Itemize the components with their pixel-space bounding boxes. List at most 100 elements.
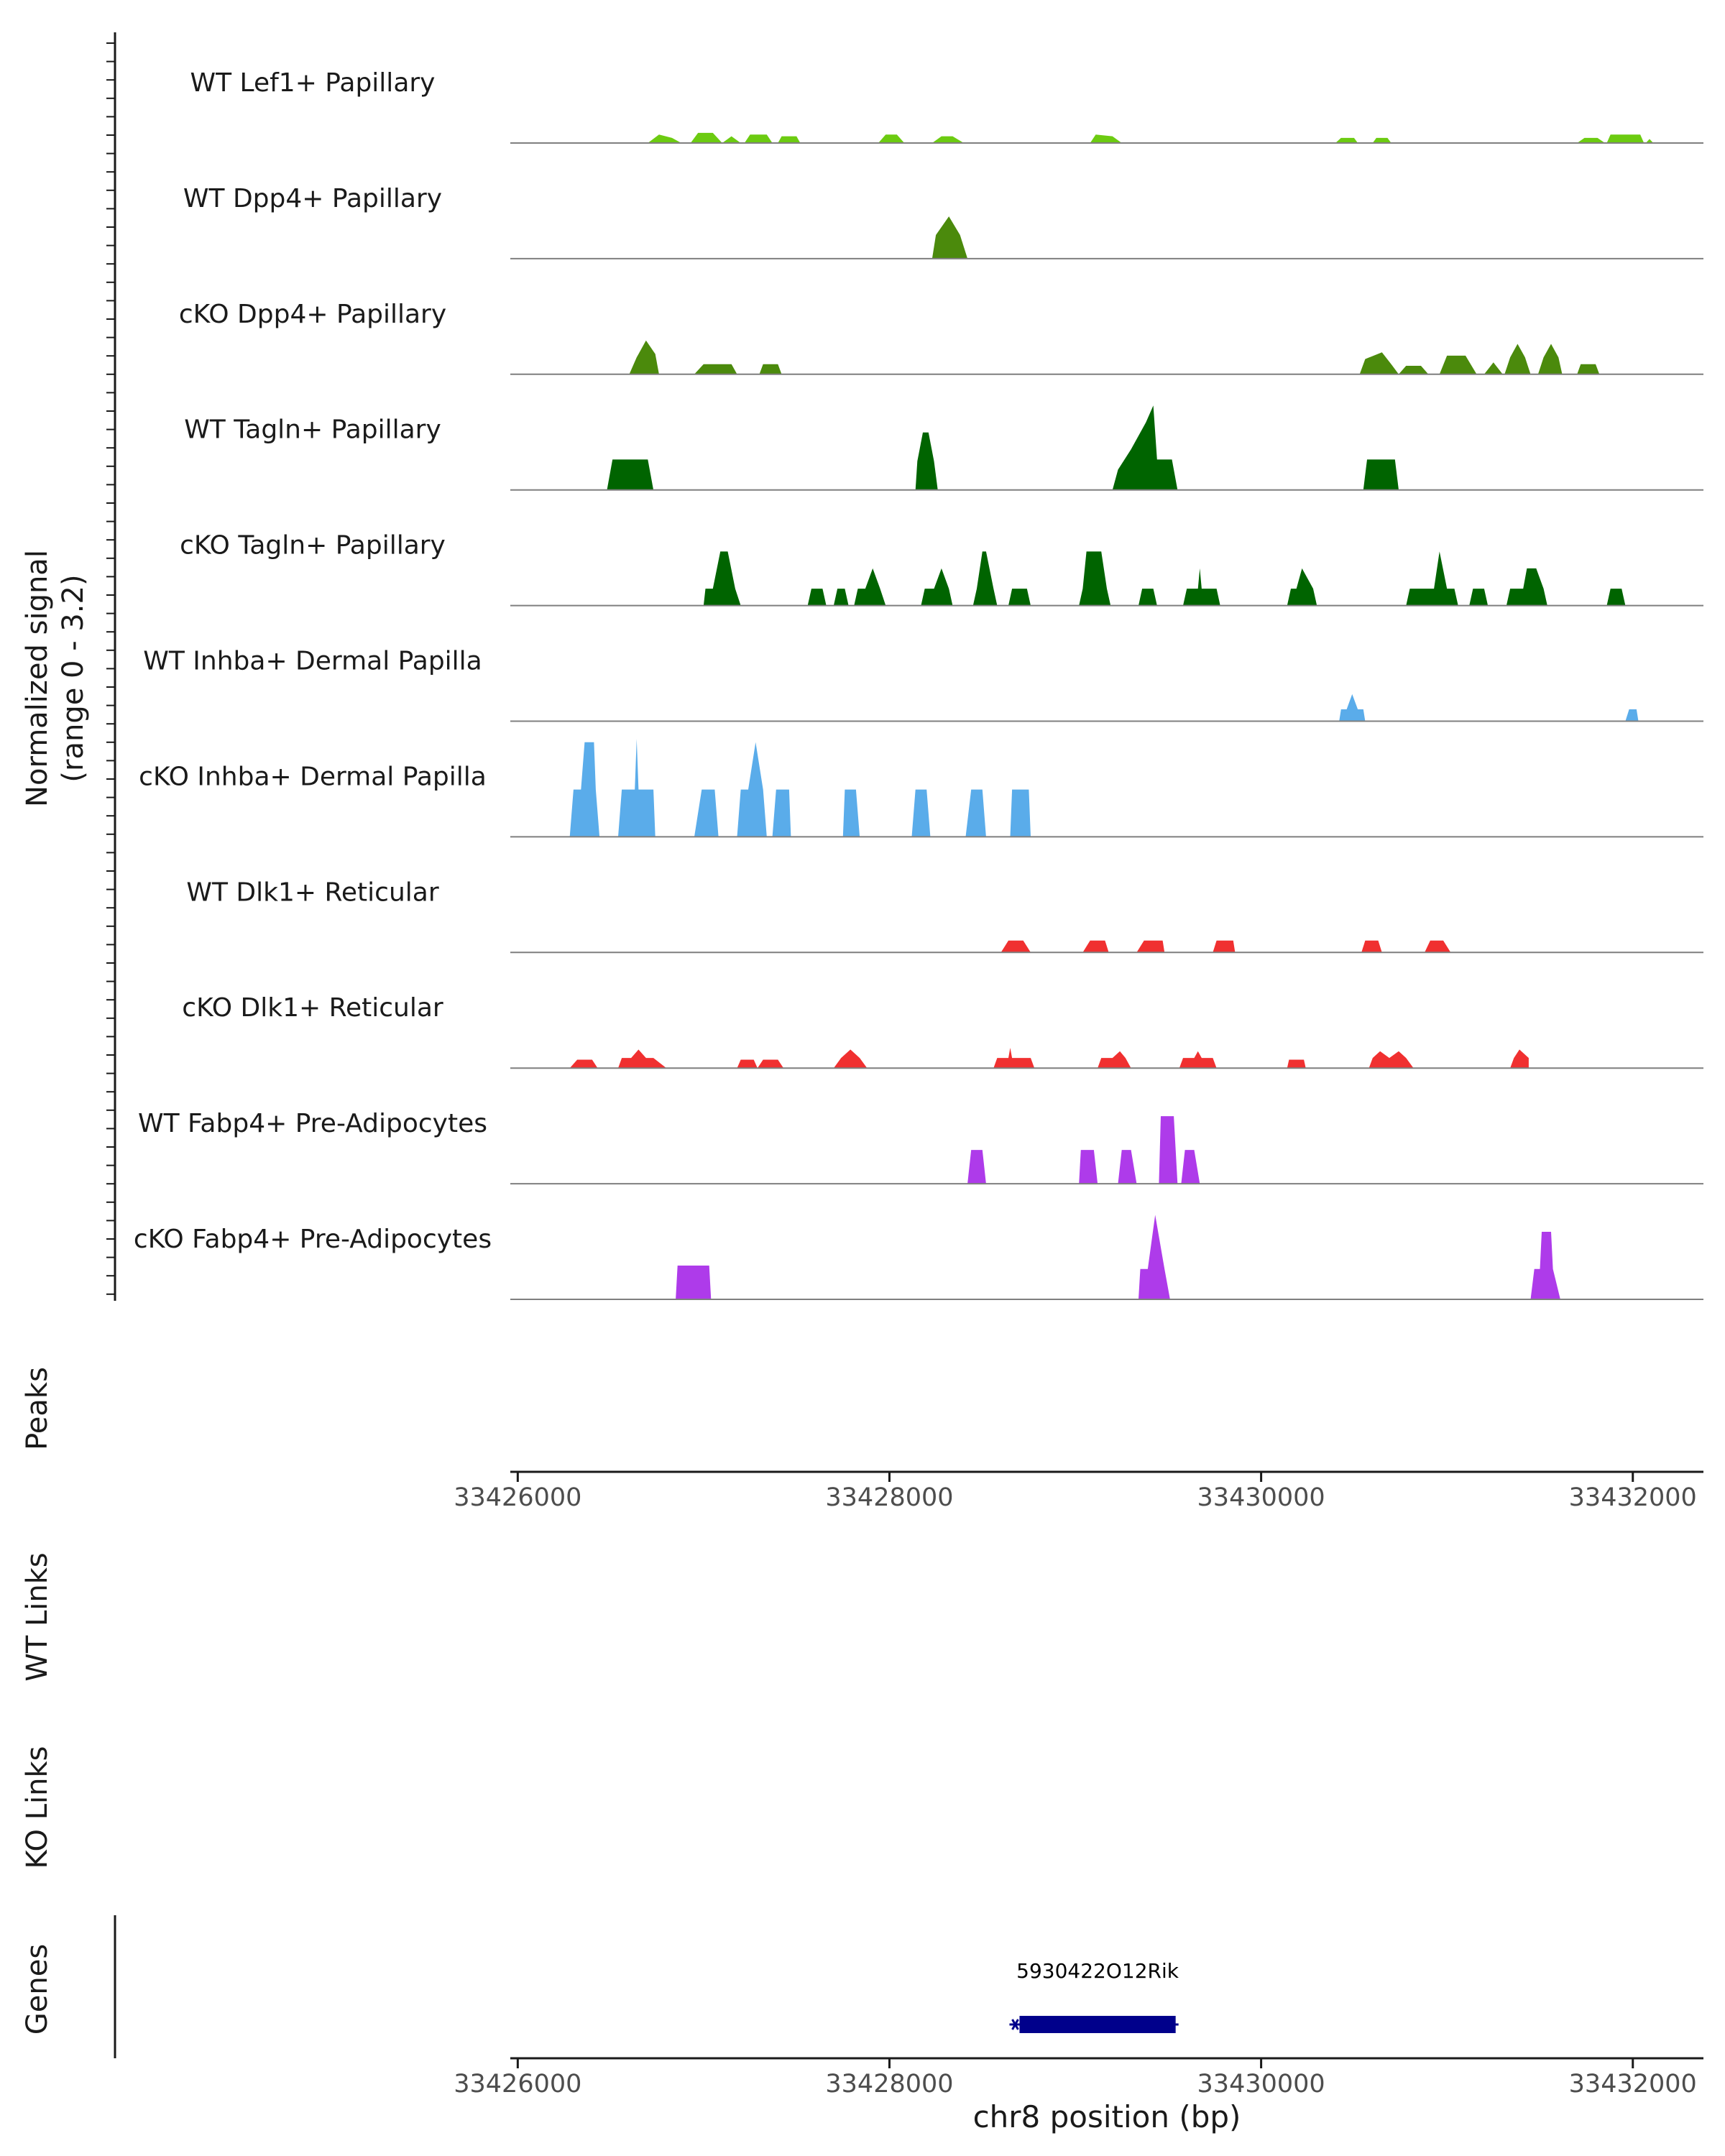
- track-5: cKO Tagln+ Papillary: [180, 531, 1703, 607]
- x-tick-label: 33426000: [454, 1483, 581, 1512]
- signal-peak: [1439, 355, 1477, 374]
- signal-peak: [1399, 366, 1429, 374]
- track-label: WT Tagln+ Papillary: [184, 415, 441, 445]
- track-1: WT Lef1+ Papillary: [190, 68, 1703, 144]
- signal-peak: [690, 132, 722, 143]
- signal-peak: [911, 789, 931, 837]
- signal-peak: [1079, 551, 1111, 606]
- signal-peak: [1504, 344, 1531, 374]
- signal-peak: [1213, 940, 1236, 953]
- signal-peak: [1625, 709, 1639, 722]
- signal-peak: [1112, 405, 1178, 490]
- signal-peak: [1368, 1051, 1414, 1069]
- track-label: cKO Inhba+ Dermal Papilla: [139, 762, 487, 791]
- track-3: cKO Dpp4+ Papillary: [179, 300, 1703, 375]
- peaks-x-axis-ticks: 33426000 33428000 33430000 33432000: [454, 1472, 1697, 1512]
- signal-peak: [1361, 940, 1382, 953]
- track-label: cKO Dlk1+ Reticular: [182, 993, 443, 1023]
- peaks-row-label: Peaks: [21, 1367, 54, 1450]
- signal-peak: [1082, 940, 1109, 953]
- track-10: WT Fabp4+ Pre-Adipocytes: [138, 1109, 1703, 1185]
- signal-peak: [759, 364, 782, 374]
- signal-peak: [694, 364, 737, 374]
- signal-peak: [1008, 589, 1031, 606]
- signal-peak: [757, 1059, 784, 1069]
- x-tick-label: 33428000: [825, 2070, 953, 2099]
- signal-peak: [993, 1048, 1035, 1069]
- signal-peak: [1179, 1051, 1217, 1069]
- track-label: WT Inhba+ Dermal Papilla: [143, 647, 482, 676]
- signal-peak: [1425, 940, 1451, 953]
- signal-peak: [1372, 137, 1392, 143]
- signal-peak: [1363, 459, 1399, 490]
- signal-peak: [965, 789, 986, 837]
- signal-peak: [1335, 137, 1358, 143]
- track-11: cKO Fabp4+ Pre-Adipocytes: [134, 1215, 1703, 1300]
- signal-peak: [878, 134, 905, 143]
- signal-peak: [607, 459, 654, 490]
- signal-peak: [921, 568, 953, 606]
- signal-peak: [744, 134, 773, 143]
- x-axis-title: chr8 position (bp): [973, 2099, 1241, 2134]
- signal-peak: [737, 742, 767, 837]
- coverage-tracks: WT Lef1+ Papillary WT Dpp4+ Papillary cKO …: [134, 68, 1703, 1300]
- x-tick-label: 33430000: [1197, 1483, 1325, 1512]
- x-tick-label: 33426000: [454, 2070, 581, 2099]
- signal-peak: [833, 589, 849, 606]
- signal-peak: [1339, 694, 1366, 722]
- signal-peak: [1159, 1116, 1178, 1184]
- signal-peak: [778, 136, 801, 143]
- wt-links-row-label: WT Links: [21, 1552, 54, 1681]
- track-7: cKO Inhba+ Dermal Papilla: [139, 739, 1703, 838]
- signal-peak: [1287, 568, 1317, 606]
- signal-peak: [932, 136, 964, 143]
- signal-peak: [1530, 1232, 1560, 1299]
- signal-axis-ticks: [106, 42, 115, 1295]
- signal-peak: [915, 432, 938, 490]
- ko-links-row-label: KO Links: [21, 1746, 54, 1869]
- signal-peak: [1577, 137, 1605, 143]
- signal-peak: [722, 136, 741, 143]
- genes-x-axis-ticks: 33426000 33428000 33430000 33432000: [454, 2058, 1697, 2099]
- x-tick-label: 33432000: [1569, 1483, 1697, 1512]
- signal-peak: [694, 789, 719, 837]
- signal-peak: [1098, 1051, 1131, 1069]
- signal-peak: [569, 1059, 598, 1069]
- signal-peak: [1510, 1049, 1529, 1069]
- signal-peak: [1181, 1150, 1200, 1184]
- signal-peak: [1469, 589, 1489, 606]
- gene-strand-arrow: [1011, 2019, 1019, 2030]
- signal-peak: [1010, 789, 1031, 837]
- signal-peak: [648, 134, 681, 143]
- track-label: WT Dpp4+ Papillary: [183, 184, 442, 213]
- signal-peak: [618, 1049, 667, 1069]
- signal-peak: [1118, 1150, 1137, 1184]
- signal-peak: [569, 742, 600, 837]
- signal-peak: [1537, 344, 1563, 374]
- track-label: WT Dlk1+ Reticular: [186, 877, 438, 907]
- genes-row-label: Genes: [21, 1944, 54, 2035]
- signal-peak: [1138, 589, 1157, 606]
- track-label: WT Lef1+ Papillary: [190, 68, 436, 98]
- signal-peak: [772, 789, 791, 837]
- track-label: cKO Fabp4+ Pre-Adipocytes: [134, 1225, 492, 1254]
- x-tick-label: 33430000: [1197, 2070, 1325, 2099]
- signal-peak: [737, 1059, 758, 1069]
- signal-peak: [1079, 1150, 1098, 1184]
- signal-peak: [1138, 1215, 1170, 1299]
- signal-peak: [1577, 364, 1600, 374]
- x-tick-label: 33432000: [1569, 2070, 1697, 2099]
- track-label: cKO Tagln+ Papillary: [180, 531, 446, 561]
- signal-peak: [703, 551, 741, 606]
- signal-peak: [1406, 551, 1458, 606]
- signal-peak: [1183, 568, 1220, 606]
- signal-peak: [932, 216, 968, 259]
- gene-label: 5930422O12Rik: [1016, 1959, 1179, 1983]
- signal-peak: [1484, 362, 1503, 374]
- signal-peak: [1606, 589, 1626, 606]
- signal-peak: [1090, 134, 1122, 143]
- signal-peak: [967, 1150, 986, 1184]
- track-2: WT Dpp4+ Papillary: [183, 184, 1703, 259]
- signal-peak: [1645, 139, 1654, 143]
